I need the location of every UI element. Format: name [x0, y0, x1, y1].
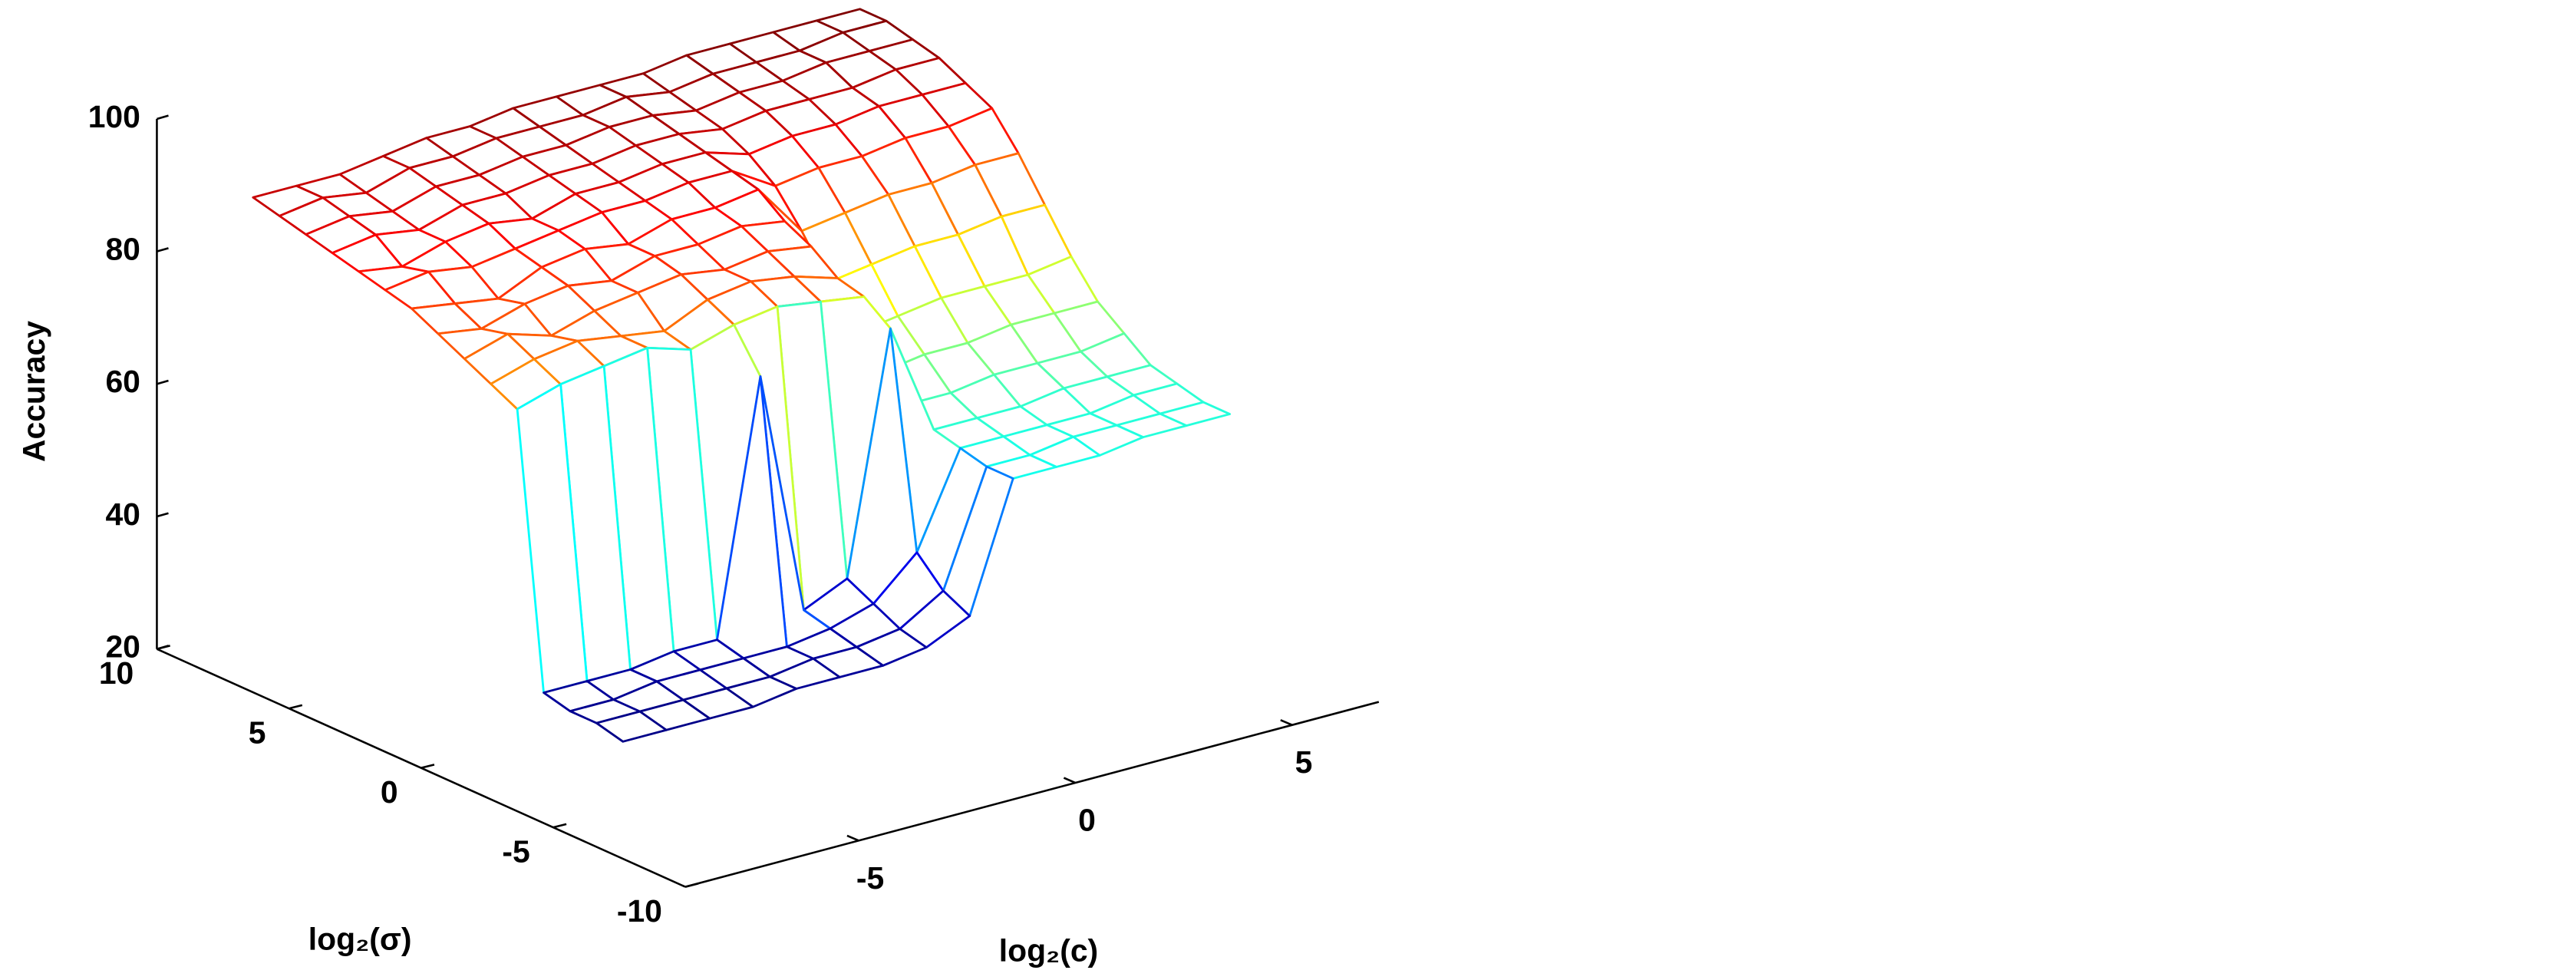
x-tick [1063, 777, 1076, 784]
y-tick [684, 883, 699, 888]
y-axis-line [156, 648, 686, 888]
x-tick [1280, 719, 1293, 726]
y-tick-label: 0 [381, 774, 398, 810]
y-tick [289, 704, 303, 710]
x-axis-label: log₂(c) [999, 932, 1098, 968]
x-tick-label: -5 [856, 860, 884, 896]
z-tick [157, 114, 169, 120]
y-tick-label: -5 [502, 833, 529, 869]
z-tick [157, 512, 169, 518]
y-tick-label: 5 [249, 714, 266, 750]
z-tick [157, 379, 169, 385]
y-tick [421, 764, 435, 769]
x-axis-line [684, 701, 1380, 888]
surface-mesh [252, 8, 1232, 743]
y-tick [552, 823, 567, 829]
mesh-cell [595, 710, 668, 743]
z-tick [157, 247, 169, 252]
y-tick-label: -10 [617, 893, 662, 929]
z-tick-label: 20 [105, 629, 140, 665]
y-tick-label: 10 [99, 655, 134, 691]
axes: 20 40 60 80 100 -10 -5 0 5 10 -5 0 5 [88, 99, 1380, 929]
y-tick [157, 645, 170, 650]
y-axis-label: log₂(σ) [308, 921, 412, 956]
z-axis-label: Accuracy [16, 321, 51, 462]
z-tick-label: 80 [105, 231, 140, 266]
z-tick-label: 40 [105, 497, 140, 532]
x-tick [846, 834, 859, 842]
x-tick-label: 0 [1078, 802, 1096, 837]
x-tick-label: 5 [1295, 744, 1313, 780]
z-tick-label: 60 [105, 364, 140, 399]
z-tick-label: 100 [88, 99, 140, 134]
